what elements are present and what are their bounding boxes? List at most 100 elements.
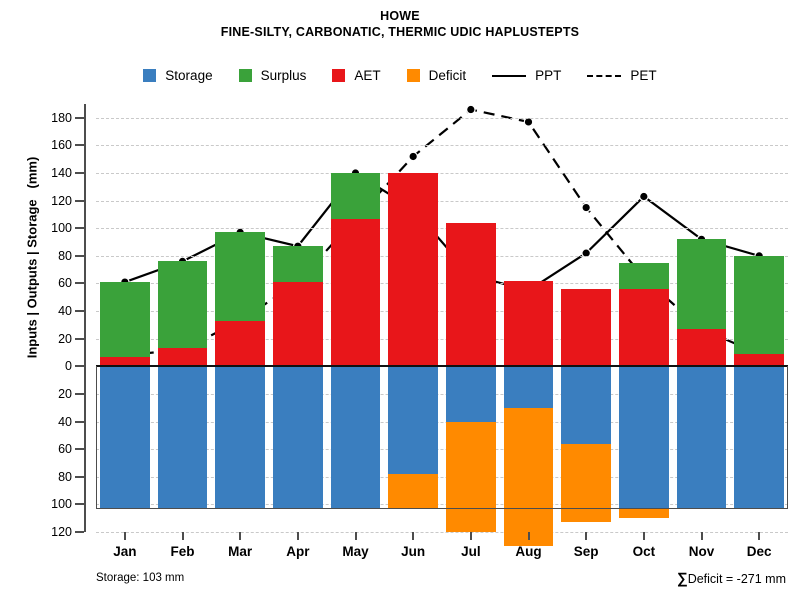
bar-segment-aet <box>215 320 265 367</box>
gridline <box>96 421 788 423</box>
x-axis-label-dec: Dec <box>746 544 772 559</box>
data-point-pet <box>581 202 591 213</box>
bar-segment-surplus <box>273 246 323 283</box>
x-axis-tick <box>527 532 530 540</box>
x-axis-label-may: May <box>342 544 369 559</box>
y-axis-spine: 180 160 140 120 100 80 60 40 20 0 20 40 60 80 100 120 <box>51 104 86 539</box>
bar-segment-aet <box>330 218 381 367</box>
bar-segment-aet <box>734 353 784 367</box>
x-axis-label-nov: Nov <box>688 544 715 559</box>
bar-segment-aet <box>100 356 150 367</box>
x-axis-label-oct: Oct <box>632 544 656 559</box>
gridline <box>96 145 788 147</box>
bar-segment-surplus <box>676 239 727 330</box>
y-axis-tick-label: 40 <box>58 414 72 429</box>
y-axis-tick-label: 60 <box>58 442 72 457</box>
x-axis-tick <box>642 532 645 540</box>
x-axis-tick <box>123 532 126 540</box>
x-axis-label-sep: Sep <box>573 544 599 559</box>
gridline <box>96 200 788 202</box>
bar-segment-deficit <box>561 443 611 523</box>
legend-label: Storage <box>165 68 213 83</box>
bar-segment-storage <box>100 366 150 509</box>
solid-line-icon <box>492 74 527 77</box>
x-axis-tick <box>181 532 184 540</box>
storage-capacity-box <box>96 366 788 509</box>
bar-segment-deficit <box>388 474 438 509</box>
plot-area <box>96 104 788 546</box>
bar-segment-surplus <box>100 282 150 357</box>
bar-segment-aet <box>446 222 496 367</box>
y-axis-tick <box>75 420 84 423</box>
bar-segment-storage <box>734 366 784 509</box>
y-axis-tick-label: 120 <box>51 193 72 208</box>
gridline <box>96 117 788 119</box>
x-axis-label-mar: Mar <box>228 544 253 559</box>
legend-label: PET <box>630 68 657 83</box>
y-axis-tick-label: 160 <box>51 138 72 153</box>
page-title: HOWE <box>380 9 420 23</box>
y-axis-tick <box>75 448 84 451</box>
data-point-ppt <box>581 248 591 258</box>
legend-swatch-icon <box>238 69 252 82</box>
gridline <box>96 283 788 285</box>
x-axis-label-feb: Feb <box>170 544 195 559</box>
legend-item-aet[interactable]: AET <box>332 68 406 83</box>
data-point-pet <box>466 104 476 115</box>
gridline <box>96 504 788 506</box>
gridline <box>96 173 788 175</box>
x-axis-tick <box>585 532 588 540</box>
bar-segment-aet <box>273 282 323 367</box>
data-point-pet <box>408 151 418 162</box>
bar-segment-deficit <box>503 407 554 546</box>
legend-item-deficit[interactable]: Deficit <box>406 68 493 83</box>
bar-segment-aet <box>503 280 554 367</box>
bar-segment-storage <box>215 366 265 509</box>
sigma-symbol: ∑ <box>677 570 688 587</box>
y-axis-label: Inputs | Outputs | Storage (mm) <box>24 156 40 359</box>
gridline <box>96 532 788 533</box>
gridline <box>96 228 788 230</box>
legend-label: PPT <box>535 68 562 83</box>
bar-segment-storage <box>330 366 381 509</box>
bar-segment-surplus <box>215 232 265 321</box>
x-axis-tick <box>239 532 242 540</box>
y-axis-tick-label: 100 <box>51 221 72 236</box>
x-axis-label-apr: Apr <box>286 544 310 559</box>
gridline <box>96 449 788 451</box>
bar-segment-deficit <box>446 421 496 532</box>
y-axis-tick-label: 120 <box>51 525 72 539</box>
legend-item-ppt[interactable]: PPT <box>492 68 587 83</box>
bar-segment-surplus <box>619 262 669 289</box>
x-axis-tick <box>469 532 472 540</box>
chart-legend: Storage Surplus AET Deficit PPT PET <box>0 68 800 83</box>
legend-item-pet[interactable]: PET <box>587 68 657 83</box>
bar-segment-storage <box>273 366 323 509</box>
y-axis-tick <box>75 116 84 119</box>
x-axis-tick <box>296 532 299 540</box>
x-axis-tick <box>412 532 415 540</box>
data-point-ppt <box>639 191 649 202</box>
bar-segment-storage <box>157 366 208 509</box>
bar-segment-aet <box>157 348 208 367</box>
y-axis-tick <box>75 144 84 147</box>
legend-swatch-icon <box>406 69 420 82</box>
y-axis-tick-label: 0 <box>65 359 72 374</box>
y-axis-tick <box>75 475 84 478</box>
total-deficit-text: Deficit = -271 mm <box>687 572 786 586</box>
y-axis-tick <box>75 337 84 340</box>
x-axis-label-jun: Jun <box>401 544 426 559</box>
bar-segment-deficit <box>619 508 669 519</box>
x-axis-tick <box>700 532 703 540</box>
x-axis-label-jul: Jul <box>461 544 481 559</box>
gridline <box>96 338 788 340</box>
legend-label: Surplus <box>260 68 307 83</box>
legend-label: AET <box>354 68 381 83</box>
x-axis-tick <box>354 532 357 540</box>
legend-item-surplus[interactable]: Surplus <box>238 68 333 83</box>
chart-subtitle: FINE-SILTY, CARBONATIC, THERMIC UDIC HAP… <box>220 25 580 39</box>
bar-segment-aet <box>388 173 438 367</box>
legend-item-storage[interactable]: Storage <box>143 68 238 83</box>
y-axis-tick-label: 80 <box>58 248 72 263</box>
